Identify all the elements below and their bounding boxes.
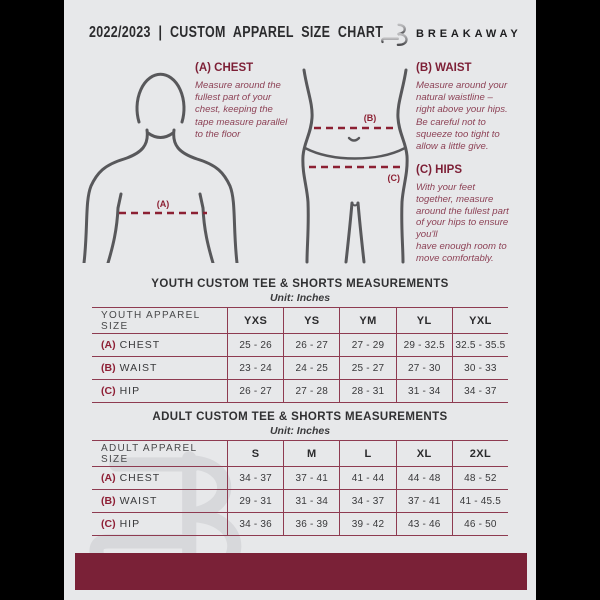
waist-heading: (B) WAIST [416, 62, 472, 74]
cell: 34 - 36 [227, 513, 283, 535]
table-row-chest: (A) CHEST 34 - 37 37 - 41 41 - 44 44 - 4… [92, 466, 508, 489]
row-label: CHEST [119, 339, 161, 351]
adult-table-title: ADULT CUSTOM TEE & SHORTS MEASUREMENTS [152, 411, 448, 423]
row-label: HIP [119, 385, 141, 397]
letterbox-right [536, 0, 600, 600]
cell: 29 - 31 [227, 490, 283, 512]
row-label: HIP [119, 518, 141, 530]
size-col-header: YL [395, 308, 452, 333]
cell: 39 - 42 [339, 513, 395, 535]
cell: 44 - 48 [395, 467, 452, 489]
youth-table-title: YOUTH CUSTOM TEE & SHORTS MEASUREMENTS [151, 278, 449, 290]
size-col-header: L [339, 441, 395, 466]
size-col-header: 2XL [451, 441, 508, 466]
cell: 37 - 41 [283, 467, 339, 489]
table-row-waist: (B) WAIST 29 - 31 31 - 34 34 - 37 37 - 4… [92, 489, 508, 512]
table-header-row: ADULT APPAREL SIZE S M L XL 2XL [92, 440, 508, 466]
size-col-header: YM [339, 308, 395, 333]
size-col-header: YXL [451, 308, 508, 333]
chest-instructions: Measure around the fullest part of your … [195, 80, 288, 140]
adult-table-unit: Unit: Inches [269, 425, 331, 437]
cell: 41 - 45.5 [451, 490, 508, 512]
cell: 25 - 26 [227, 334, 283, 356]
adult-size-table: ADULT APPAREL SIZE S M L XL 2XL (A) CHES… [92, 440, 508, 536]
waist-instructions: Measure around your natural waistline – … [416, 80, 508, 153]
table-row-waist: (B) WAIST 23 - 24 24 - 25 25 - 27 27 - 3… [92, 356, 508, 379]
cell: 27 - 28 [283, 380, 339, 402]
row-key: (B) [101, 362, 116, 374]
cell: 30 - 33 [451, 357, 508, 379]
table-row-chest: (A) CHEST 25 - 26 26 - 27 27 - 29 29 - 3… [92, 333, 508, 356]
row-key: (C) [101, 385, 116, 397]
size-col-header: S [227, 441, 283, 466]
size-col-header: XL [395, 441, 452, 466]
chest-heading: (A) CHEST [195, 62, 254, 74]
table-header-row: YOUTH APPAREL SIZE YXS YS YM YL YXL [92, 307, 508, 333]
brand-name: BREAKAWAY [416, 28, 522, 40]
row-key: (A) [101, 472, 116, 484]
cell: 34 - 37 [451, 380, 508, 402]
size-col-header: YXS [227, 308, 283, 333]
cell: 26 - 27 [283, 334, 339, 356]
size-col-header: YS [283, 308, 339, 333]
row-label: WAIST [119, 362, 158, 374]
hips-marker-label: (C) [388, 173, 401, 183]
cell: 24 - 25 [283, 357, 339, 379]
cell: 46 - 50 [451, 513, 508, 535]
hips-instructions: With your feet together, measure around … [416, 182, 509, 264]
row-key: (A) [101, 339, 116, 351]
page-title: 2022/2023 | CUSTOM APPAREL SIZE CHART [89, 24, 384, 41]
waist-marker-label: (B) [364, 113, 377, 123]
cell: 31 - 34 [283, 490, 339, 512]
cell: 43 - 46 [395, 513, 452, 535]
cell: 25 - 27 [339, 357, 395, 379]
cell: 48 - 52 [451, 467, 508, 489]
cell: 34 - 37 [227, 467, 283, 489]
breakaway-logo-icon [381, 22, 408, 47]
cell: 28 - 31 [339, 380, 395, 402]
cell: 32.5 - 35.5 [451, 334, 508, 356]
row-label: CHEST [119, 472, 161, 484]
youth-table-unit: Unit: Inches [269, 292, 331, 304]
size-col-header: M [283, 441, 339, 466]
letterbox-left [0, 0, 64, 600]
table-row-hip: (C) HIP 26 - 27 27 - 28 28 - 31 31 - 34 … [92, 379, 508, 403]
lower-body-figure: (B) (C) [301, 68, 409, 264]
cell: 23 - 24 [227, 357, 283, 379]
row-key: (B) [101, 495, 116, 507]
table-row-hip: (C) HIP 34 - 36 36 - 39 39 - 42 43 - 46 … [92, 512, 508, 536]
cell: 27 - 30 [395, 357, 452, 379]
front-torso-figure: (A) [82, 72, 239, 263]
youth-apparel-size-header: YOUTH APPAREL SIZE [101, 309, 201, 332]
chest-marker-label: (A) [157, 199, 170, 209]
cell: 29 - 32.5 [395, 334, 452, 356]
row-label: WAIST [119, 495, 158, 507]
row-key: (C) [101, 518, 116, 530]
adult-apparel-size-header: ADULT APPAREL SIZE [101, 442, 198, 465]
youth-size-table: YOUTH APPAREL SIZE YXS YS YM YL YXL (A) … [92, 307, 508, 403]
cell: 26 - 27 [227, 380, 283, 402]
footer-accent-bar [75, 553, 527, 590]
cell: 27 - 29 [339, 334, 395, 356]
hips-heading: (C) HIPS [416, 164, 462, 176]
cell: 41 - 44 [339, 467, 395, 489]
cell: 36 - 39 [283, 513, 339, 535]
cell: 34 - 37 [339, 490, 395, 512]
flyer-page: 2022/2023 | CUSTOM APPAREL SIZE CHART BR… [64, 0, 536, 600]
cell: 37 - 41 [395, 490, 452, 512]
cell: 31 - 34 [395, 380, 452, 402]
